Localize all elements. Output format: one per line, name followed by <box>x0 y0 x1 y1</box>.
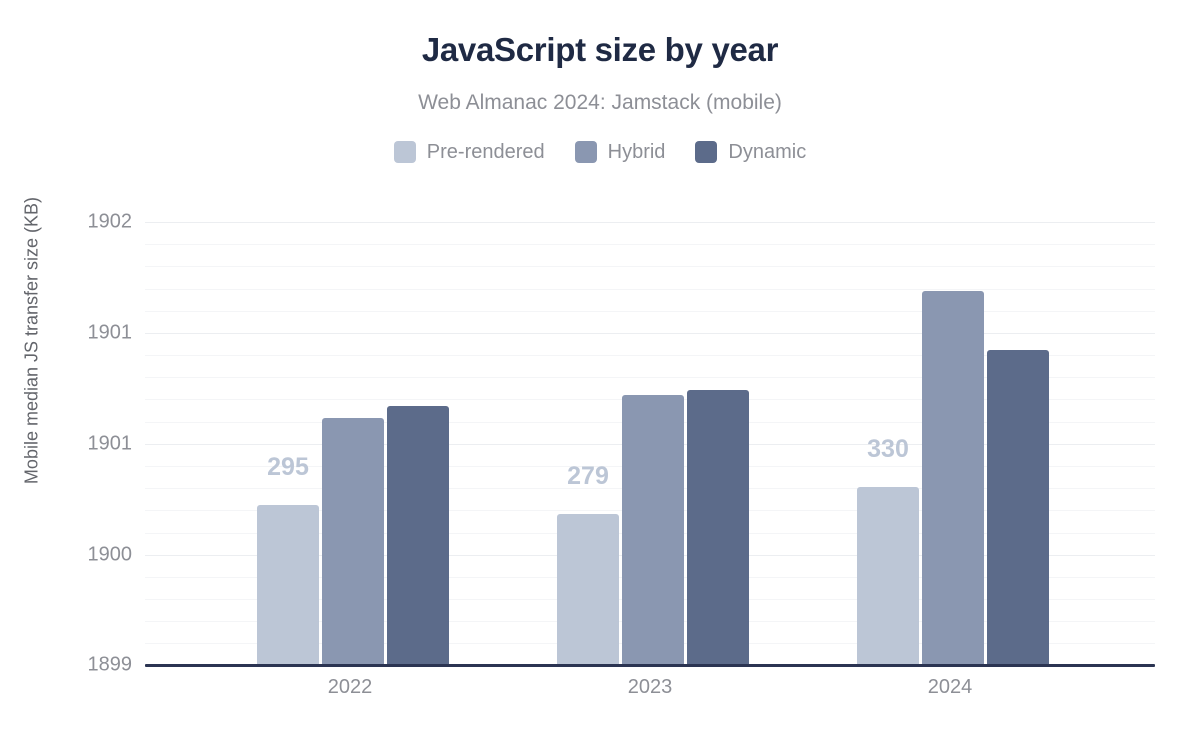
bar-dynamic-2022[interactable] <box>387 406 449 665</box>
legend-item-dynamic[interactable]: Dynamic <box>695 141 806 163</box>
y-axis-tick-label: 1902 <box>87 210 133 233</box>
legend-swatch-icon <box>574 141 597 163</box>
legend-item-pre-rendered[interactable]: Pre-rendered <box>393 141 545 163</box>
bar-pre-rendered-2024[interactable] <box>857 487 919 665</box>
legend-label: Hybrid <box>607 141 666 163</box>
legend-label: Pre-rendered <box>426 141 545 163</box>
gridline <box>145 222 1155 223</box>
legend-swatch-icon <box>695 141 718 163</box>
x-axis-tick-label-2023: 2023 <box>627 676 673 698</box>
bar-value-label-2023: 279 <box>567 462 609 490</box>
legend-swatch-icon <box>393 141 416 163</box>
y-axis-title: Mobile median JS transfer size (KB) <box>21 196 42 485</box>
gridline <box>145 333 1155 334</box>
x-axis-line <box>145 664 1155 667</box>
bar-dynamic-2023[interactable] <box>687 390 749 665</box>
plot-area: 295 279 330 <box>145 222 1155 666</box>
y-axis-tick-label: 1901 <box>87 432 133 455</box>
bar-value-label-2024: 330 <box>867 435 909 463</box>
bar-hybrid-2023[interactable] <box>622 395 684 665</box>
gridline <box>145 311 1155 312</box>
chart-subtitle: Web Almanac 2024: Jamstack (mobile) <box>418 91 782 114</box>
gridline <box>145 244 1155 245</box>
y-axis-tick-label: 1899 <box>87 653 133 676</box>
y-axis-tick-label: 1901 <box>87 321 133 344</box>
legend-label: Dynamic <box>728 141 807 163</box>
legend-item-hybrid[interactable]: Hybrid <box>574 141 666 163</box>
y-axis-tick-label: 1900 <box>87 543 133 566</box>
gridline <box>145 266 1155 267</box>
bar-pre-rendered-2022[interactable] <box>257 505 319 665</box>
chart-legend: Pre-rendered Hybrid Dynamic <box>0 141 1200 163</box>
bar-hybrid-2024[interactable] <box>922 291 984 665</box>
x-axis-tick-label-2024: 2024 <box>927 676 973 698</box>
bar-hybrid-2022[interactable] <box>322 418 384 665</box>
bar-dynamic-2024[interactable] <box>987 350 1049 665</box>
x-axis-tick-label-2022: 2022 <box>327 676 373 698</box>
gridline <box>145 355 1155 356</box>
bar-pre-rendered-2023[interactable] <box>557 514 619 665</box>
gridline <box>145 289 1155 290</box>
bar-value-label-2022: 295 <box>267 453 309 481</box>
chart-title: JavaScript size by year <box>421 31 779 68</box>
gridline <box>145 377 1155 378</box>
